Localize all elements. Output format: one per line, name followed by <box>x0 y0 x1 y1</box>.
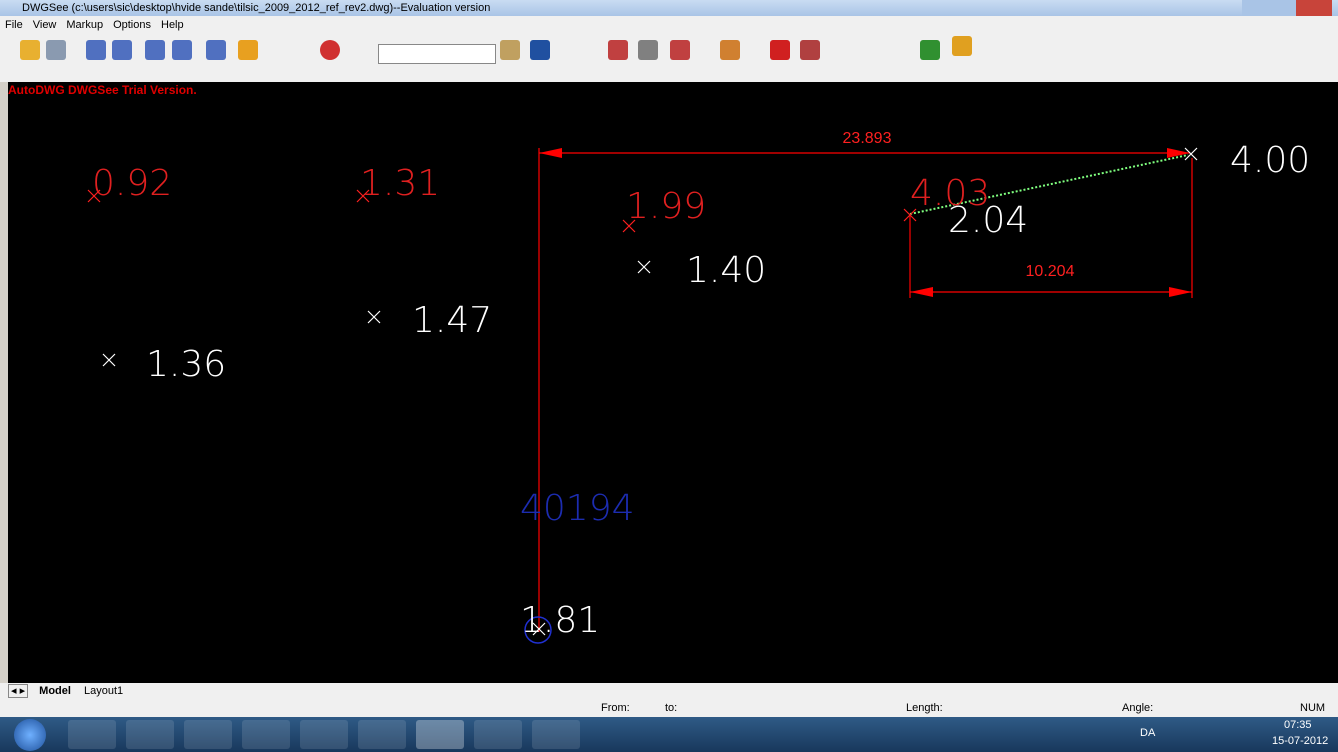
menu-item[interactable]: View <box>32 19 57 31</box>
taskbar-app[interactable] <box>474 720 522 749</box>
taskbar-app[interactable] <box>300 720 348 749</box>
taskbar-app[interactable] <box>532 720 580 749</box>
taskbar-app[interactable] <box>242 720 290 749</box>
elevation-label: 1.99 <box>626 186 706 227</box>
elevation-label: 1.31 <box>360 163 440 204</box>
menu-item[interactable]: Options <box>113 19 151 31</box>
menu-item[interactable]: Markup <box>66 19 104 31</box>
layer-dropdown[interactable] <box>378 44 496 64</box>
dimension-label: 23.893 <box>843 130 892 147</box>
snap-marker <box>524 616 552 644</box>
start-button[interactable] <box>14 719 46 751</box>
status-from: From: <box>601 702 630 714</box>
elevation-label: 4.00 <box>1230 140 1310 181</box>
clock-date[interactable]: 15-07-2012 <box>1272 735 1329 747</box>
point-markers-white <box>102 147 1198 636</box>
elevation-label: 1.81 <box>520 600 600 641</box>
elevation-label: 1.40 <box>686 250 766 291</box>
language-indicator[interactable]: DA <box>1140 727 1156 739</box>
taskbar-app[interactable] <box>358 720 406 749</box>
zoom-button[interactable] <box>86 40 106 60</box>
window-controls[interactable] <box>1242 0 1332 16</box>
zoom-button[interactable] <box>112 40 132 60</box>
comment-button[interactable] <box>800 40 820 60</box>
dimension-arrows <box>539 148 1192 297</box>
open-button[interactable] <box>20 40 40 60</box>
taskbar: DA 07:35 15-07-2012 <box>0 717 1338 752</box>
elevation-label: 1.47 <box>412 300 492 341</box>
tool-button[interactable] <box>952 36 972 56</box>
taskbar-app[interactable] <box>68 720 116 749</box>
status-length: Length: <box>906 702 943 714</box>
zoom-button[interactable] <box>172 40 192 60</box>
status-angle: Angle: <box>1122 702 1154 714</box>
tab-model[interactable]: Model <box>39 685 71 697</box>
menu-item[interactable]: Help <box>161 19 184 31</box>
status-to: to: <box>665 702 678 714</box>
taskbar-app[interactable] <box>184 720 232 749</box>
window-title: DWGSee (c:\users\sic\desktop\hvide sande… <box>22 2 491 14</box>
pan-button[interactable] <box>238 40 258 60</box>
elevation-label: 40194 <box>520 488 635 529</box>
measure-line <box>909 154 1189 215</box>
elevation-label: 2.04 <box>948 200 1028 241</box>
layout-tabs: ◂ ▸ Model Layout1 <box>0 683 1338 700</box>
status-bar: From: to: Length: Angle: NUM <box>0 700 1338 717</box>
drawing-canvas: AutoDWG DWGSee Trial Version. 23.893 10.… <box>8 82 1338 683</box>
tool-button[interactable] <box>530 40 550 60</box>
measure-button[interactable] <box>670 40 690 60</box>
point-markers-red <box>87 189 917 233</box>
measure-button[interactable] <box>638 40 658 60</box>
help-button[interactable] <box>320 40 340 60</box>
toolbar <box>0 36 1338 82</box>
print-button[interactable] <box>46 40 66 60</box>
elevation-label: 4.03 <box>910 173 990 214</box>
tool-button[interactable] <box>500 40 520 60</box>
zoom-button[interactable] <box>145 40 165 60</box>
text-button[interactable] <box>770 40 790 60</box>
trial-notice: AutoDWG DWGSee Trial Version. <box>8 83 197 97</box>
elevation-label: 0.92 <box>92 163 172 204</box>
toolbar-top <box>0 34 1338 50</box>
measure-button[interactable] <box>608 40 628 60</box>
zoom-button[interactable] <box>206 40 226 60</box>
dimension-lines <box>538 148 1193 632</box>
title-bar: DWGSee (c:\users\sic\desktop\hvide sande… <box>0 0 1338 16</box>
status-num: NUM <box>1300 702 1326 714</box>
tool-button[interactable] <box>920 40 940 60</box>
clock-time[interactable]: 07:35 <box>1284 719 1312 731</box>
taskbar-app[interactable] <box>126 720 174 749</box>
tab-layout[interactable]: Layout1 <box>84 685 124 697</box>
menu-item[interactable]: File <box>5 19 23 31</box>
taskbar-app[interactable] <box>416 720 464 749</box>
dimension-label: 10.204 <box>1026 263 1075 280</box>
elevation-label: 1.36 <box>146 344 226 385</box>
pen-button[interactable] <box>720 40 740 60</box>
menu-bar: File View Markup Options Help <box>0 16 1338 34</box>
